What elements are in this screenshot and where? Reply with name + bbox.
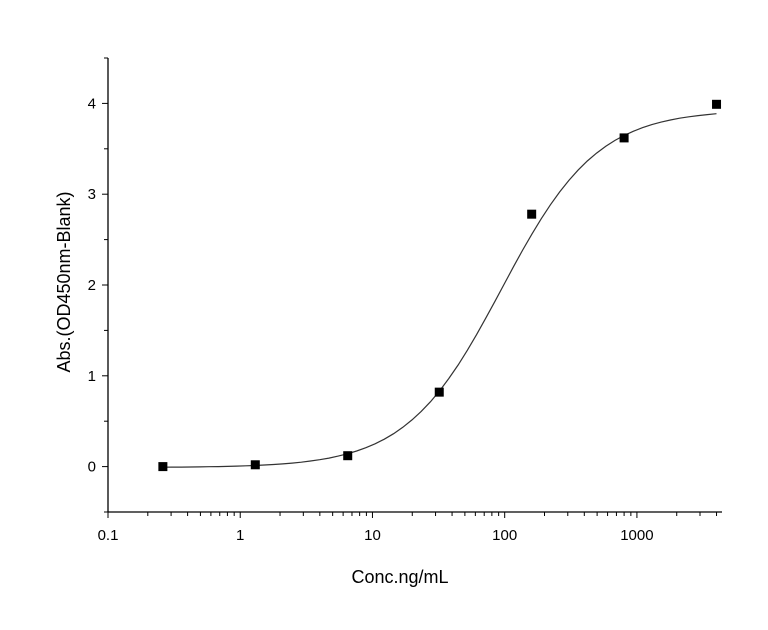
fit-curve <box>162 113 717 468</box>
y-tick-label: 4 <box>88 95 96 112</box>
y-axis-title: Abs.(OD450nm-Blank) <box>54 191 74 372</box>
x-tick-label: 100 <box>492 527 517 544</box>
fit-line <box>162 113 717 468</box>
data-points <box>158 99 722 472</box>
x-tick-label: 1000 <box>620 527 653 544</box>
y-tick-label: 3 <box>88 186 96 203</box>
data-point-marker <box>343 451 353 461</box>
x-tick-label: 0.1 <box>98 527 119 544</box>
y-tick-label: 0 <box>88 459 96 476</box>
data-point-marker <box>619 133 629 143</box>
data-point-marker <box>527 209 537 219</box>
x-tick-label: 10 <box>364 527 381 544</box>
x-tick-label: 1 <box>236 527 244 544</box>
data-point-marker <box>712 99 722 109</box>
y-tick-label: 1 <box>88 368 96 385</box>
y-tick-label: 2 <box>88 277 96 294</box>
x-axis-title: Conc.ng/mL <box>351 567 448 587</box>
data-point-marker <box>158 462 168 472</box>
axes: 0 1 2 3 4 0.1 1 10 100 1000 <box>88 57 722 544</box>
data-point-marker <box>250 460 260 470</box>
data-point-marker <box>434 387 444 397</box>
